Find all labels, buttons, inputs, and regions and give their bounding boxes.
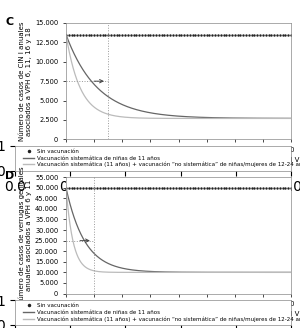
Y-axis label: Número de casos de CIN I anuales
asociados a VPH 6, 11, 16 y 18: Número de casos de CIN I anuales asociad… — [19, 21, 32, 141]
Text: C: C — [5, 17, 14, 27]
Legend: Sin vacunación, Vacunación sistemática de niñas de 11 años, Vacunación sistemáti: Sin vacunación, Vacunación sistemática d… — [20, 300, 300, 324]
Legend: Sin vacunación, Vacunación sistemática de niñas de 11 años, Vacunación sistemáti: Sin vacunación, Vacunación sistemática d… — [20, 146, 300, 170]
Text: D: D — [5, 171, 14, 181]
Y-axis label: Número de casos de verrugas genitales
anuales asociados a VPH 6 y 11: Número de casos de verrugas genitales an… — [19, 166, 32, 305]
X-axis label: Años posteriores a la introducción de la vacuna tetravalente frente al VPH: Años posteriores a la introducción de la… — [49, 310, 300, 317]
X-axis label: Años posteriores a la introducción de la vacuna tetravalente frente al VPH: Años posteriores a la introducción de la… — [49, 156, 300, 163]
